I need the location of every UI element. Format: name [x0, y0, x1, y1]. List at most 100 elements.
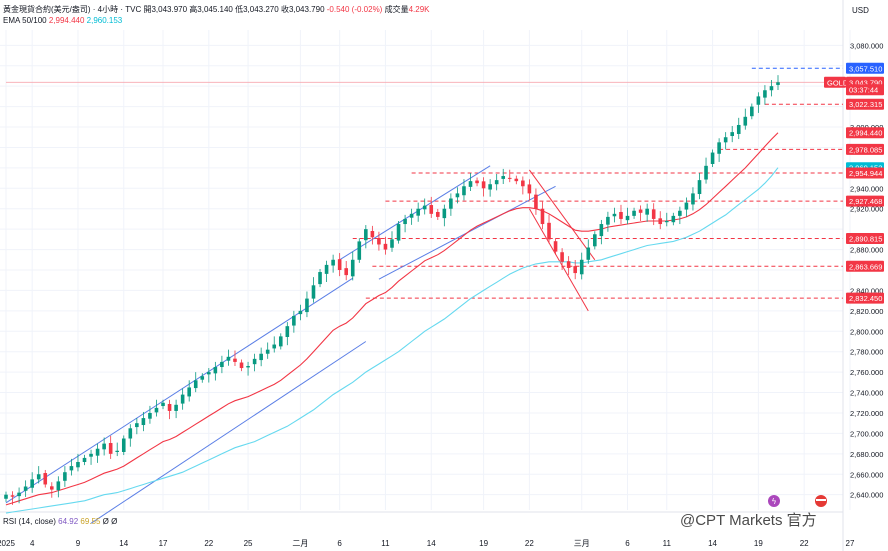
candle-body	[207, 372, 211, 375]
y-tick-label: 2,720.000	[850, 409, 883, 418]
y-tick-label: 2,920.000	[850, 205, 883, 214]
rsi-extra-2: Ø	[111, 517, 118, 526]
candle-body	[148, 412, 152, 419]
candle-body	[180, 394, 185, 404]
candle-body	[174, 404, 178, 411]
price-label-text: 2,890.815	[849, 235, 882, 244]
candle-body	[514, 178, 519, 182]
candle-body	[645, 208, 649, 215]
price-label-box	[846, 62, 884, 74]
x-tick-label: 6	[625, 539, 630, 548]
candle-body	[501, 176, 506, 179]
price-label-text: 3,043.790	[849, 78, 882, 87]
candle-body	[678, 210, 682, 216]
candle-body	[396, 224, 401, 241]
candle-body	[763, 90, 767, 98]
price-axis[interactable]: 3,080.0003,000.0002,940.0002,920.0002,88…	[850, 41, 883, 499]
candle-body	[226, 356, 231, 361]
candle-body	[534, 194, 538, 209]
candle-body	[403, 218, 407, 225]
candle-body	[776, 82, 780, 85]
x-tick-label: 4	[30, 539, 35, 548]
grid	[0, 0, 851, 551]
y-tick-label: 2,820.000	[850, 307, 883, 316]
price-label-box	[846, 127, 884, 139]
y-tick-label: 2,700.000	[850, 429, 883, 438]
ema100-value: 2,960.153	[86, 16, 123, 25]
event-markers[interactable]: ϟ	[768, 495, 827, 507]
candle-body	[63, 472, 67, 481]
ema50-line	[5, 132, 779, 506]
candle-body	[416, 208, 420, 216]
candle-body	[593, 234, 597, 247]
candle-body	[187, 387, 191, 397]
y-tick-label: 2,680.000	[850, 450, 883, 459]
candle-body	[442, 208, 447, 219]
ema-legend[interactable]: EMA 50/100 2,994.440 2,960.153	[3, 16, 122, 25]
currency-label[interactable]: USD	[852, 6, 869, 15]
candle-body	[612, 213, 617, 217]
candle-body	[521, 180, 525, 187]
candle-body	[233, 358, 237, 362]
candle-body	[69, 466, 74, 471]
x-tick-label: 11	[663, 539, 672, 548]
candle-body	[337, 259, 342, 270]
candle-body	[350, 259, 355, 277]
candle-body	[409, 213, 414, 218]
candle-body	[135, 423, 139, 428]
candle-body	[717, 142, 721, 154]
candle-body	[638, 209, 643, 213]
candle-body	[553, 241, 558, 252]
lightning-icon[interactable]	[768, 495, 780, 507]
candles	[4, 75, 780, 505]
ema100-line	[5, 167, 779, 514]
candle-body	[298, 310, 303, 315]
candle-body	[566, 261, 571, 268]
price-label-box	[846, 292, 884, 304]
price-label-text: 3,057.510	[849, 64, 882, 73]
candle-body	[547, 222, 551, 240]
trend-line	[528, 208, 589, 312]
candle-body	[76, 462, 80, 468]
candle-body	[730, 132, 735, 137]
candle-body	[462, 186, 466, 196]
candle-body	[331, 259, 335, 266]
candle-body	[769, 86, 774, 91]
trend-line	[528, 169, 596, 261]
candle-body	[599, 224, 604, 237]
candle-body	[377, 237, 381, 245]
price-label-box	[846, 260, 884, 272]
candle-body	[259, 353, 263, 361]
candle-body	[468, 181, 473, 187]
open-label: 開	[143, 5, 152, 14]
close-value: 3,043.790	[288, 5, 325, 14]
candle-body	[625, 215, 630, 221]
candle-body	[10, 495, 15, 497]
candle-body	[364, 229, 368, 241]
ohlc-header: 黃金現貨合約(美元/盎司) · 4小時 · TVC 開3,043.970 高3,…	[3, 4, 430, 15]
time-axis[interactable]: 2025 4 9 14 17 22 25 二月 6 11 14 19 22 三月 6 11 14 19 22 27	[0, 539, 855, 548]
x-tick-label: 19	[479, 539, 488, 548]
rsi-legend[interactable]: RSI (14, close) 64.92 69.55 Ø Ø	[3, 517, 117, 526]
price-label-box	[846, 84, 884, 96]
trend-line	[5, 277, 354, 504]
y-tick-label: 2,840.000	[850, 286, 883, 295]
candle-body	[108, 443, 113, 454]
candle-body	[89, 453, 93, 457]
candle-body	[481, 181, 486, 189]
price-label-box	[824, 76, 846, 88]
candle-body	[527, 184, 532, 194]
candle-body	[449, 198, 453, 209]
candle-body	[344, 268, 349, 276]
candle-body	[586, 247, 591, 260]
symbol-title[interactable]: 黃金現貨合約(美元/盎司) · 4小時 · TVC	[3, 5, 142, 14]
price-label-box	[846, 195, 884, 207]
y-tick-label: 2,880.000	[850, 246, 883, 255]
x-tick-label: 14	[708, 539, 717, 548]
rsi-label: RSI (14, close)	[3, 517, 56, 526]
candle-body	[17, 492, 21, 497]
x-tick-label: 三月	[574, 539, 590, 548]
candle-body	[121, 438, 126, 452]
